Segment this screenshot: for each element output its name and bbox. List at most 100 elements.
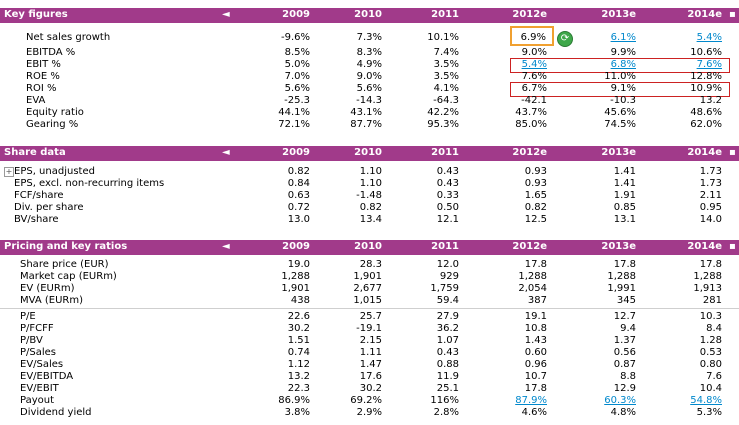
link-cell[interactable]: 87.9% bbox=[515, 395, 547, 406]
link-cell[interactable]: 6.1% bbox=[610, 32, 636, 43]
row-label: Share price (EUR) bbox=[20, 259, 109, 270]
table-row: BV/share 13.0 13.4 12.1 12.5 13.1 14.0 bbox=[0, 214, 739, 225]
table-row: EV (EURm) 1,901 2,677 1,759 2,054 1,991 … bbox=[0, 283, 739, 294]
link-cell[interactable]: 60.3% bbox=[604, 395, 636, 406]
cell: 0.87 bbox=[613, 359, 636, 370]
row-label: BV/share bbox=[14, 214, 59, 225]
row-label: Net sales growth bbox=[26, 32, 111, 43]
table-row: EPS, excl. non-recurring items 0.84 1.10… bbox=[0, 178, 739, 189]
cell: 10.8 bbox=[524, 323, 547, 334]
collapse-arrow-icon[interactable]: ◄ bbox=[222, 241, 230, 252]
cell: 44.1% bbox=[278, 107, 310, 118]
table-row: ROE % 7.0% 9.0% 3.5% 7.6% 11.0% 12.8% bbox=[0, 71, 739, 82]
cell: -19.1 bbox=[356, 323, 382, 334]
year-header: 2013e bbox=[601, 147, 636, 158]
cell: 7.4% bbox=[433, 47, 459, 58]
expand-icon[interactable]: + bbox=[4, 167, 14, 177]
cell: 17.8 bbox=[524, 259, 547, 270]
row-label: Div. per share bbox=[14, 202, 84, 213]
section-header-key-figures[interactable]: Key figures ◄ 2009 2010 2011 2012e 2013e… bbox=[0, 8, 739, 23]
table-row: EBITDA % 8.5% 8.3% 7.4% 9.0% 9.9% 10.6% bbox=[0, 47, 739, 58]
cell: 13.1 bbox=[613, 214, 636, 225]
cell: 345 bbox=[616, 295, 636, 306]
cell: 0.93 bbox=[524, 166, 547, 177]
cell: -9.6% bbox=[280, 32, 310, 43]
cell: 8.5% bbox=[284, 47, 310, 58]
cell: 95.3% bbox=[427, 119, 459, 130]
cell: 1.51 bbox=[287, 335, 310, 346]
link-cell[interactable]: 54.8% bbox=[690, 395, 722, 406]
cell: 0.93 bbox=[524, 178, 547, 189]
refresh-icon[interactable]: ⟳ bbox=[557, 31, 573, 47]
cell: 1.47 bbox=[359, 359, 382, 370]
year-header: 2012e bbox=[512, 9, 547, 20]
cell: 0.43 bbox=[436, 347, 459, 358]
link-cell[interactable]: 7.6% bbox=[696, 59, 722, 70]
row-label: ROI % bbox=[26, 83, 57, 94]
corner-marker-icon: ▪ bbox=[729, 147, 736, 158]
collapse-arrow-icon[interactable]: ◄ bbox=[222, 9, 230, 20]
table-row: + EPS, unadjusted 0.82 1.10 0.43 0.93 1.… bbox=[0, 166, 739, 177]
editable-cell-highlight[interactable] bbox=[510, 26, 554, 46]
table-row: EBIT % 5.0% 4.9% 3.5% 5.4% 6.8% 7.6% bbox=[0, 59, 739, 70]
cell: 87.7% bbox=[350, 119, 382, 130]
cell: 1.10 bbox=[359, 166, 382, 177]
collapse-arrow-icon[interactable]: ◄ bbox=[222, 147, 230, 158]
table-row: Market cap (EURm) 1,288 1,901 929 1,288 … bbox=[0, 271, 739, 282]
cell: 0.56 bbox=[613, 347, 636, 358]
input-cell[interactable]: 6.9% bbox=[520, 32, 546, 43]
cell: 3.5% bbox=[433, 59, 459, 70]
cell: 27.9 bbox=[436, 311, 459, 322]
cell: 4.9% bbox=[356, 59, 382, 70]
cell: 17.8 bbox=[613, 259, 636, 270]
cell: 9.1% bbox=[610, 83, 636, 94]
divider bbox=[0, 308, 739, 309]
cell: 10.6% bbox=[690, 47, 722, 58]
cell: 19.0 bbox=[287, 259, 310, 270]
table-row: P/FCFF 30.2 -19.1 36.2 10.8 9.4 8.4 bbox=[0, 323, 739, 334]
cell: 2.15 bbox=[359, 335, 382, 346]
cell: 4.8% bbox=[610, 407, 636, 418]
row-label: EBIT % bbox=[26, 59, 61, 70]
link-cell[interactable]: 6.8% bbox=[610, 59, 636, 70]
cell: 48.6% bbox=[690, 107, 722, 118]
cell: 1.43 bbox=[524, 335, 547, 346]
row-label: Dividend yield bbox=[20, 407, 92, 418]
link-cell[interactable]: 5.4% bbox=[521, 59, 547, 70]
year-header: 2014e bbox=[687, 9, 722, 20]
cell: 1,288 bbox=[281, 271, 310, 282]
section-header-pricing[interactable]: Pricing and key ratios ◄ 2009 2010 2011 … bbox=[0, 240, 739, 255]
cell: 13.2 bbox=[699, 95, 722, 106]
cell: 0.63 bbox=[287, 190, 310, 201]
cell: 1.11 bbox=[359, 347, 382, 358]
table-row: ROI % 5.6% 5.6% 4.1% 6.7% 9.1% 10.9% bbox=[0, 83, 739, 94]
cell: 1.07 bbox=[436, 335, 459, 346]
row-label: Gearing % bbox=[26, 119, 79, 130]
cell: 1,991 bbox=[607, 283, 636, 294]
section-header-share-data[interactable]: Share data ◄ 2009 2010 2011 2012e 2013e … bbox=[0, 146, 739, 161]
cell: 3.8% bbox=[284, 407, 310, 418]
cell: 1.41 bbox=[613, 178, 636, 189]
table-row: Gearing % 72.1% 87.7% 95.3% 85.0% 74.5% … bbox=[0, 119, 739, 130]
cell: 2.9% bbox=[356, 407, 382, 418]
cell: 438 bbox=[290, 295, 310, 306]
cell: 10.1% bbox=[427, 32, 459, 43]
row-label: EBITDA % bbox=[26, 47, 76, 58]
cell: 1,901 bbox=[353, 271, 382, 282]
table-row: P/Sales 0.74 1.11 0.43 0.60 0.56 0.53 bbox=[0, 347, 739, 358]
cell: 0.95 bbox=[699, 202, 722, 213]
link-cell[interactable]: 5.4% bbox=[696, 32, 722, 43]
cell: 7.0% bbox=[284, 71, 310, 82]
row-label: P/FCFF bbox=[20, 323, 54, 334]
cell: 5.0% bbox=[284, 59, 310, 70]
row-label: EV/EBITDA bbox=[20, 371, 74, 382]
cell: 22.6 bbox=[287, 311, 310, 322]
row-label: ROE % bbox=[26, 71, 60, 82]
cell: 8.8 bbox=[620, 371, 636, 382]
year-header: 2011 bbox=[431, 147, 459, 158]
cell: 5.6% bbox=[356, 83, 382, 94]
row-label: EVA bbox=[26, 95, 46, 106]
year-header: 2009 bbox=[282, 241, 310, 252]
row-label: FCF/share bbox=[14, 190, 64, 201]
cell: 13.2 bbox=[287, 371, 310, 382]
